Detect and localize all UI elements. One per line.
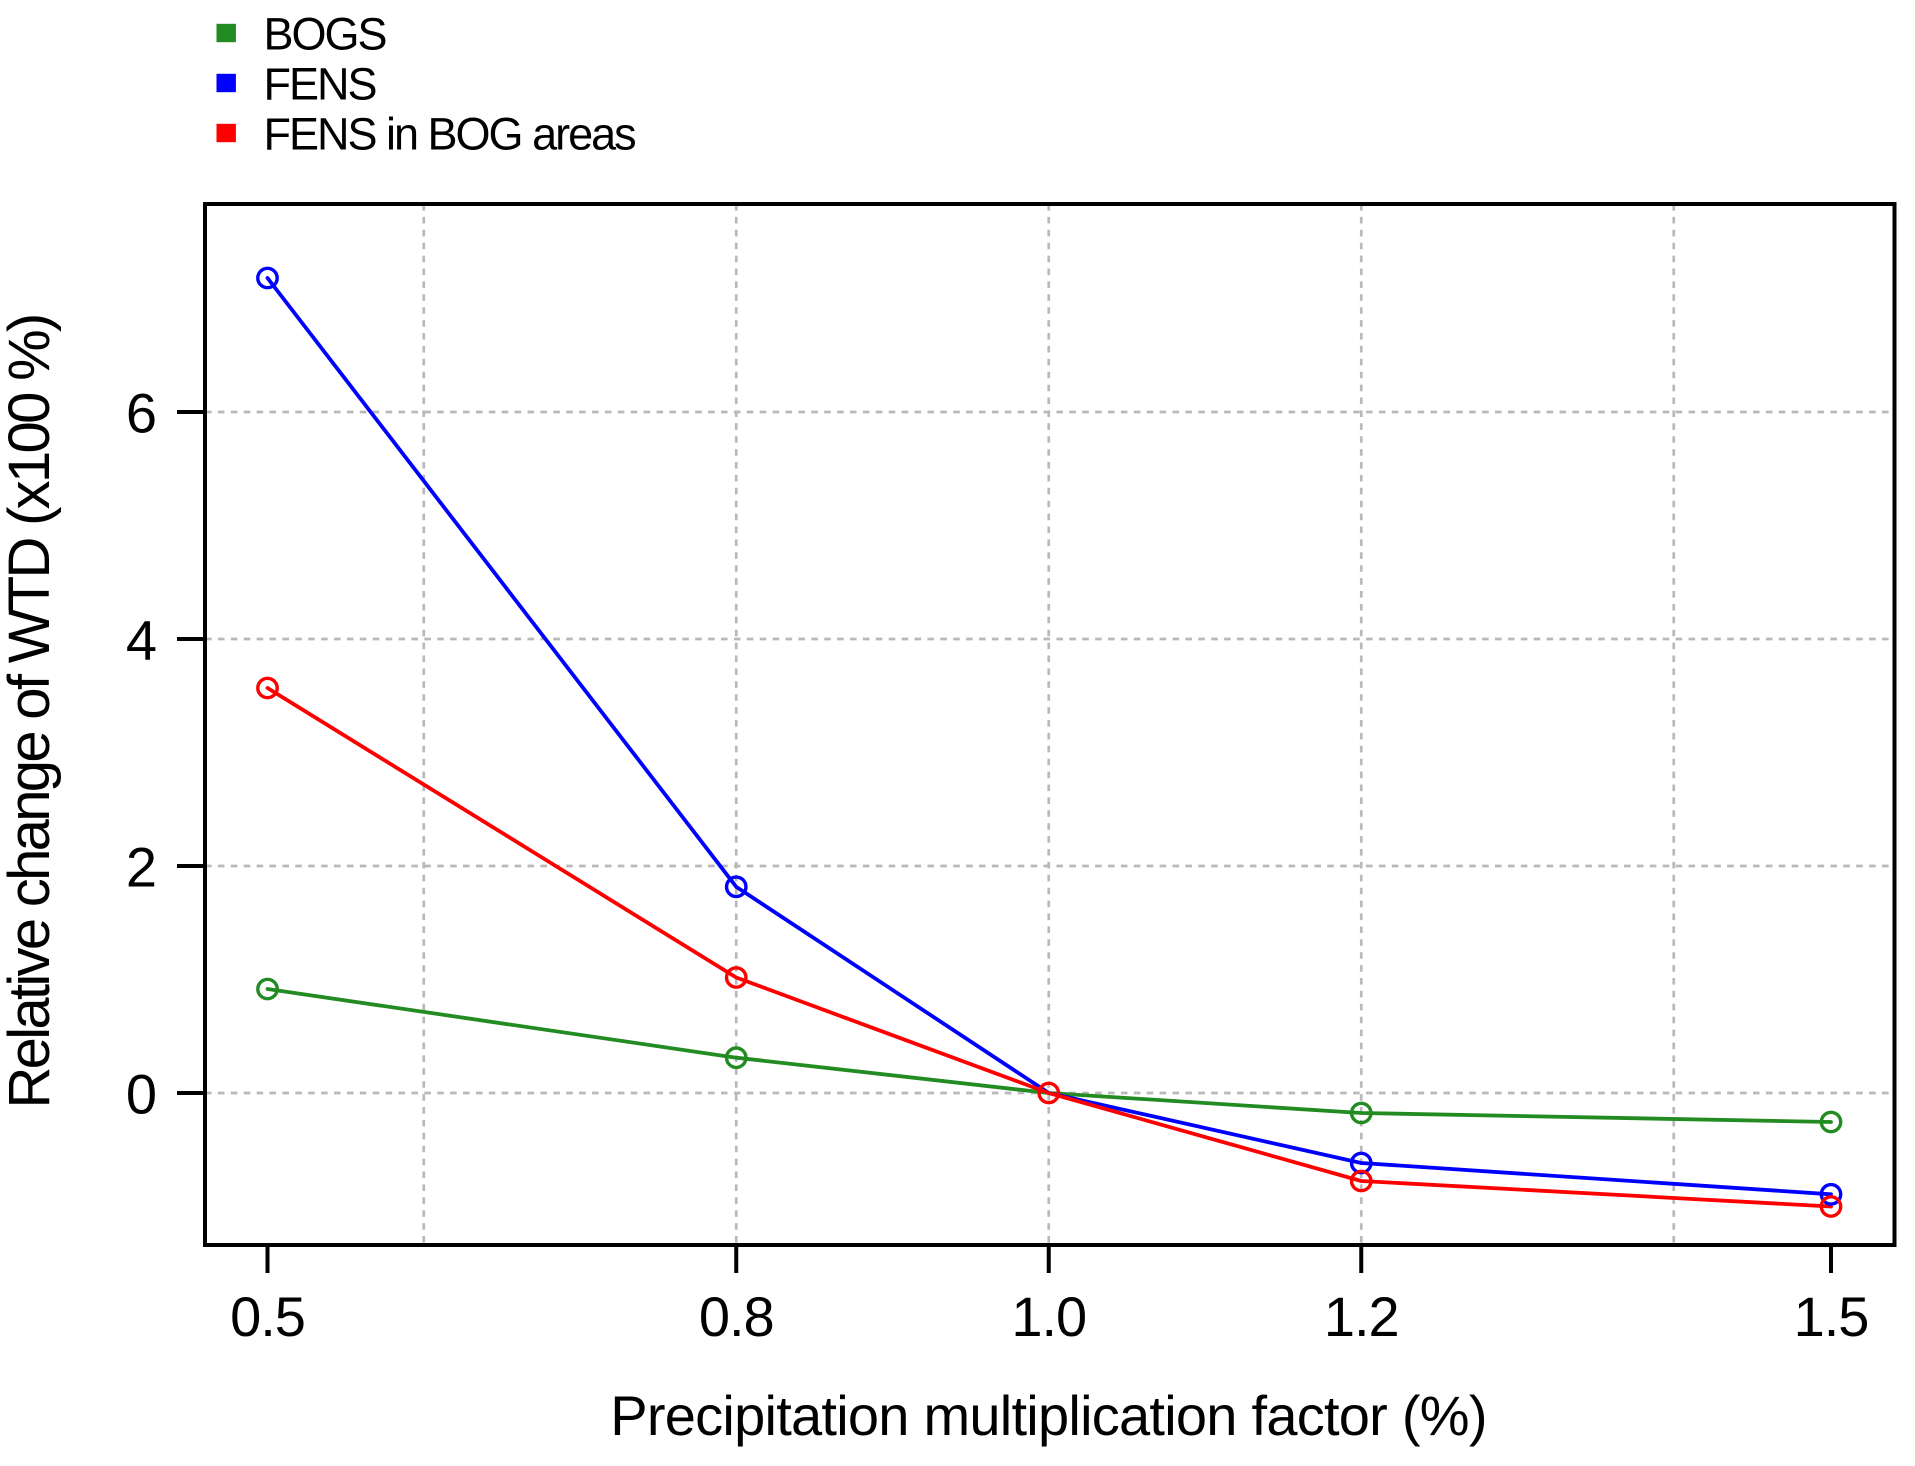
svg-text:Relative change of WTD (x100 %: Relative change of WTD (x100 %): [0, 315, 62, 1108]
svg-text:FENS: FENS: [264, 59, 376, 110]
svg-text:6: 6: [126, 382, 156, 445]
svg-text:0.5: 0.5: [230, 1285, 305, 1348]
svg-text:1.2: 1.2: [1324, 1285, 1399, 1348]
svg-text:FENS in BOG areas: FENS in BOG areas: [264, 109, 636, 160]
svg-text:0: 0: [126, 1063, 156, 1126]
svg-text:Precipitation multiplication f: Precipitation multiplication factor (%): [610, 1384, 1486, 1447]
svg-text:1.5: 1.5: [1794, 1285, 1869, 1348]
svg-text:2: 2: [126, 836, 156, 899]
svg-text:4: 4: [126, 609, 156, 672]
svg-text:0.8: 0.8: [699, 1285, 774, 1348]
svg-text:BOGS: BOGS: [264, 9, 386, 60]
svg-text:1.0: 1.0: [1011, 1285, 1086, 1348]
